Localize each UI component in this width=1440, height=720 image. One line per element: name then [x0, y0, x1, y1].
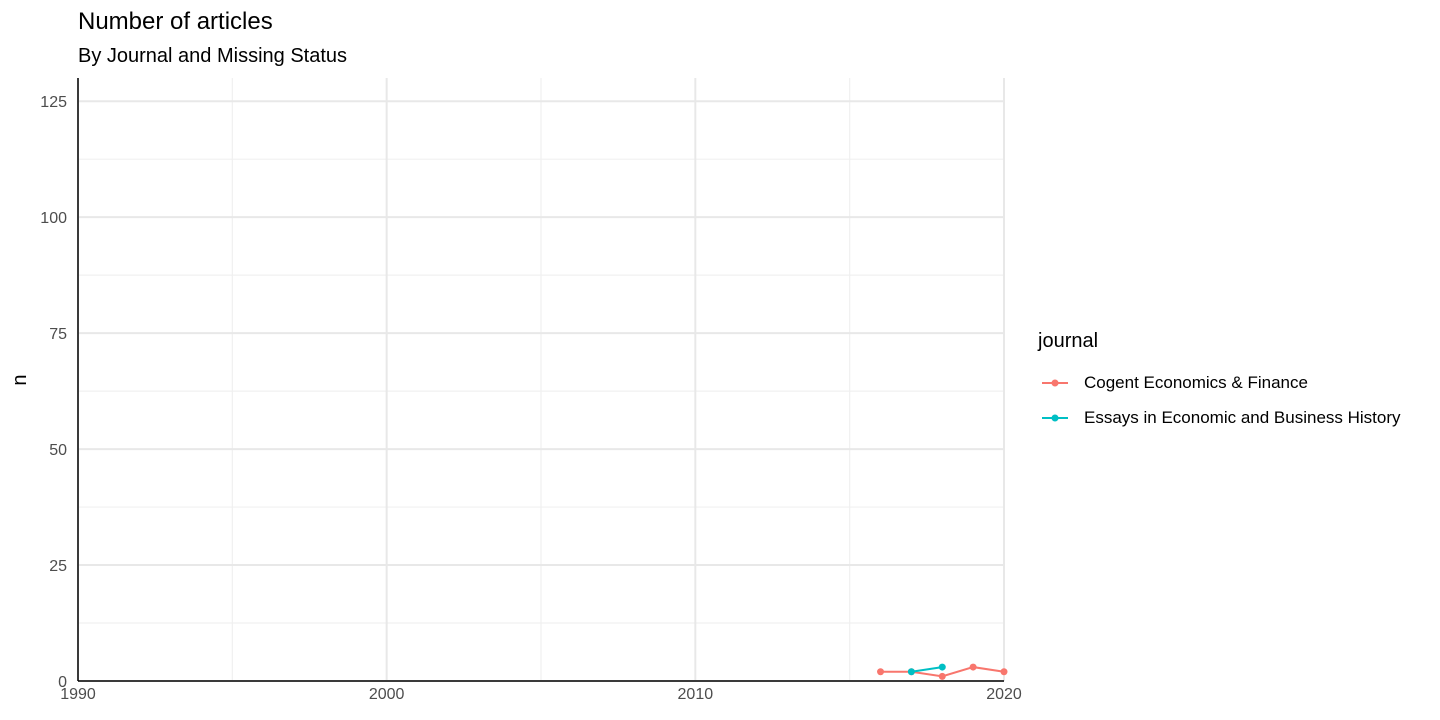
y-tick-label: 50 [49, 442, 67, 459]
tick-labels: 1990 2000 2010 2020 0 25 50 75 100 125 [40, 94, 1022, 703]
data-point [907, 668, 915, 676]
data-point [877, 668, 885, 676]
legend-label: Essays in Economic and Business History [1084, 407, 1401, 427]
legend-label: Cogent Economics & Finance [1084, 372, 1308, 392]
y-tick-label: 25 [49, 558, 67, 575]
y-tick-label: 125 [40, 94, 67, 111]
legend: journal Cogent Economics & Finance Essays… [1038, 330, 1401, 435]
x-tick-label: 1990 [60, 686, 96, 703]
legend-key-icon [1042, 379, 1068, 386]
y-tick-label: 75 [49, 326, 67, 343]
y-axis-title: n [9, 374, 31, 385]
chart-title: Number of articles [78, 8, 273, 35]
x-tick-label: 2000 [369, 686, 405, 703]
axes [77, 78, 1004, 682]
data-point [938, 663, 946, 671]
series-line-1 [911, 666, 943, 673]
y-tick-label: 0 [58, 674, 67, 691]
series-layer [877, 663, 1008, 680]
legend-title: journal [1038, 330, 1099, 352]
x-tick-label: 2010 [678, 686, 714, 703]
x-tick-label: 2020 [986, 686, 1022, 703]
chart-subtitle: By Journal and Missing Status [78, 45, 348, 67]
y-tick-label: 100 [40, 210, 67, 227]
grid-minor [78, 78, 1004, 681]
data-point [969, 663, 977, 671]
legend-item: Cogent Economics & Finance [1038, 365, 1401, 400]
legend-item: Essays in Economic and Business History [1038, 400, 1401, 435]
legend-key-icon [1042, 414, 1068, 421]
data-point [938, 672, 946, 680]
data-point [1000, 668, 1008, 676]
